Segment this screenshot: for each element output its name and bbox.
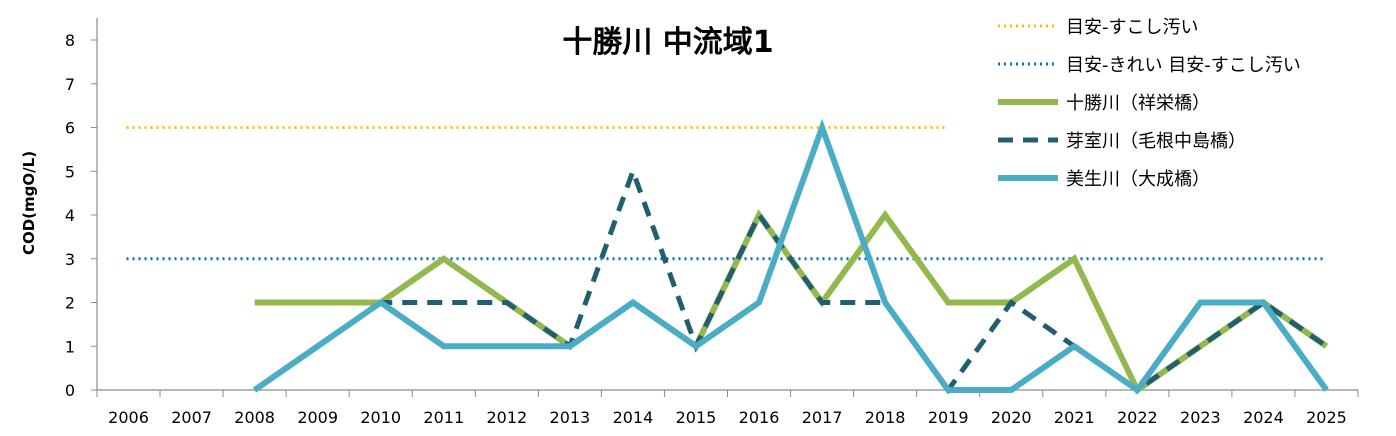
- data-series: [252, 118, 1329, 395]
- x-tick-label: 2017: [802, 408, 843, 427]
- series-line: [253, 163, 1328, 395]
- x-tick-label: 2018: [865, 408, 906, 427]
- x-tick-label: 2024: [1243, 408, 1284, 427]
- y-tick-label: 6: [65, 119, 75, 138]
- legend-label: 美生川（大成橋）: [1066, 169, 1210, 190]
- x-tick-label: 2016: [739, 408, 780, 427]
- legend-label: 十勝川（祥栄橋）: [1066, 93, 1210, 114]
- chart-title: 十勝川 中流域1: [562, 25, 773, 60]
- y-tick-label: 2: [65, 294, 75, 313]
- y-tick-label: 4: [65, 206, 75, 225]
- chart-axes: 0 1 2 3 4 5 6 7 8 2006 2007 2008 2009 2010 2011 2012 201…: [65, 18, 1359, 427]
- y-axis-label: COD(mgO/L): [20, 151, 38, 255]
- x-tick-label: 2007: [171, 408, 212, 427]
- x-tick-label: 2021: [1054, 408, 1095, 427]
- x-tick-label: 2020: [991, 408, 1032, 427]
- x-tick-label: 2012: [486, 408, 527, 427]
- x-tick-label: 2022: [1117, 408, 1158, 427]
- y-tick-label: 8: [65, 31, 75, 50]
- y-tick-label: 1: [65, 337, 75, 356]
- legend-label: 目安-すこし汚い: [1066, 17, 1199, 38]
- x-tick-label: 2010: [360, 408, 401, 427]
- x-tick-label: 2025: [1306, 408, 1347, 427]
- x-tick-label: 2008: [234, 408, 275, 427]
- x-tick-label: 2014: [613, 408, 654, 427]
- x-tick-label: 2019: [928, 408, 969, 427]
- x-tick-label: 2015: [676, 408, 717, 427]
- y-tick-label: 0: [65, 381, 75, 400]
- legend-label: 目安-きれい 目安-すこし汚い: [1066, 55, 1301, 76]
- legend-label: 芽室川（毛根中島橋）: [1066, 131, 1246, 152]
- reference-lines: [126, 126, 1327, 261]
- x-tick-label: 2013: [550, 408, 591, 427]
- y-tick-label: 3: [65, 250, 75, 269]
- x-tick-label: 2023: [1180, 408, 1221, 427]
- y-tick-label: 7: [65, 75, 75, 94]
- x-tick-label: 2009: [297, 408, 338, 427]
- x-tick-label: 2006: [108, 408, 149, 427]
- series-line: [252, 118, 1329, 395]
- y-tick-label: 5: [65, 162, 75, 181]
- x-tick-label: 2011: [423, 408, 464, 427]
